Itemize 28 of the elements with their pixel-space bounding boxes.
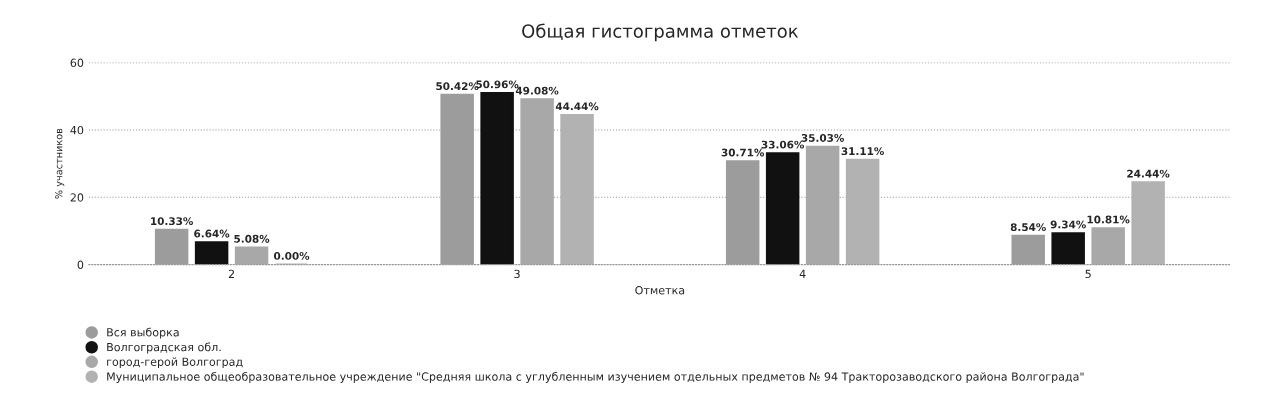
x-tick-label: 3 (514, 269, 520, 279)
chart-title: Общая гистограмма отметок (522, 23, 799, 42)
data-label: 8.54% (1010, 223, 1046, 232)
data-label: 44.44% (555, 102, 599, 111)
data-label: 30.71% (721, 148, 765, 157)
data-label: 33.06% (761, 140, 805, 149)
legend-label: Волгоградская обл. (107, 342, 221, 354)
y-tick-label: 40 (70, 125, 84, 135)
data-label: 0.00% (273, 251, 310, 260)
x-axis-title: Отметка (635, 285, 685, 295)
data-label: 10.81% (1087, 215, 1130, 224)
y-tick-label: 60 (70, 58, 84, 67)
legend-label: Вся выборка (107, 327, 179, 339)
x-tick-label: 5 (1085, 269, 1091, 279)
data-label: 6.64% (194, 229, 230, 238)
legend-label: город-герой Волгоград (107, 357, 243, 369)
x-tick-label: 2 (228, 269, 235, 278)
data-label: 31.11% (841, 147, 884, 156)
data-label: 5.08% (234, 234, 270, 243)
data-label: 10.33% (151, 217, 193, 226)
data-label: 35.03% (801, 134, 844, 142)
legend-label: Муниципальное общеобразовательное учреждение "Средняя школа с углубленным изучением отдельных предметов № 94 Тракторозаводского района Волгограда" (107, 371, 1084, 383)
data-label: 9.34% (1050, 220, 1086, 229)
data-label: 24.44% (1127, 169, 1170, 178)
x-tick-label: 4 (799, 269, 806, 278)
y-axis-title: % участников (55, 128, 65, 199)
y-tick-label: 0 (77, 260, 84, 269)
y-tick-label: 20 (70, 193, 84, 202)
